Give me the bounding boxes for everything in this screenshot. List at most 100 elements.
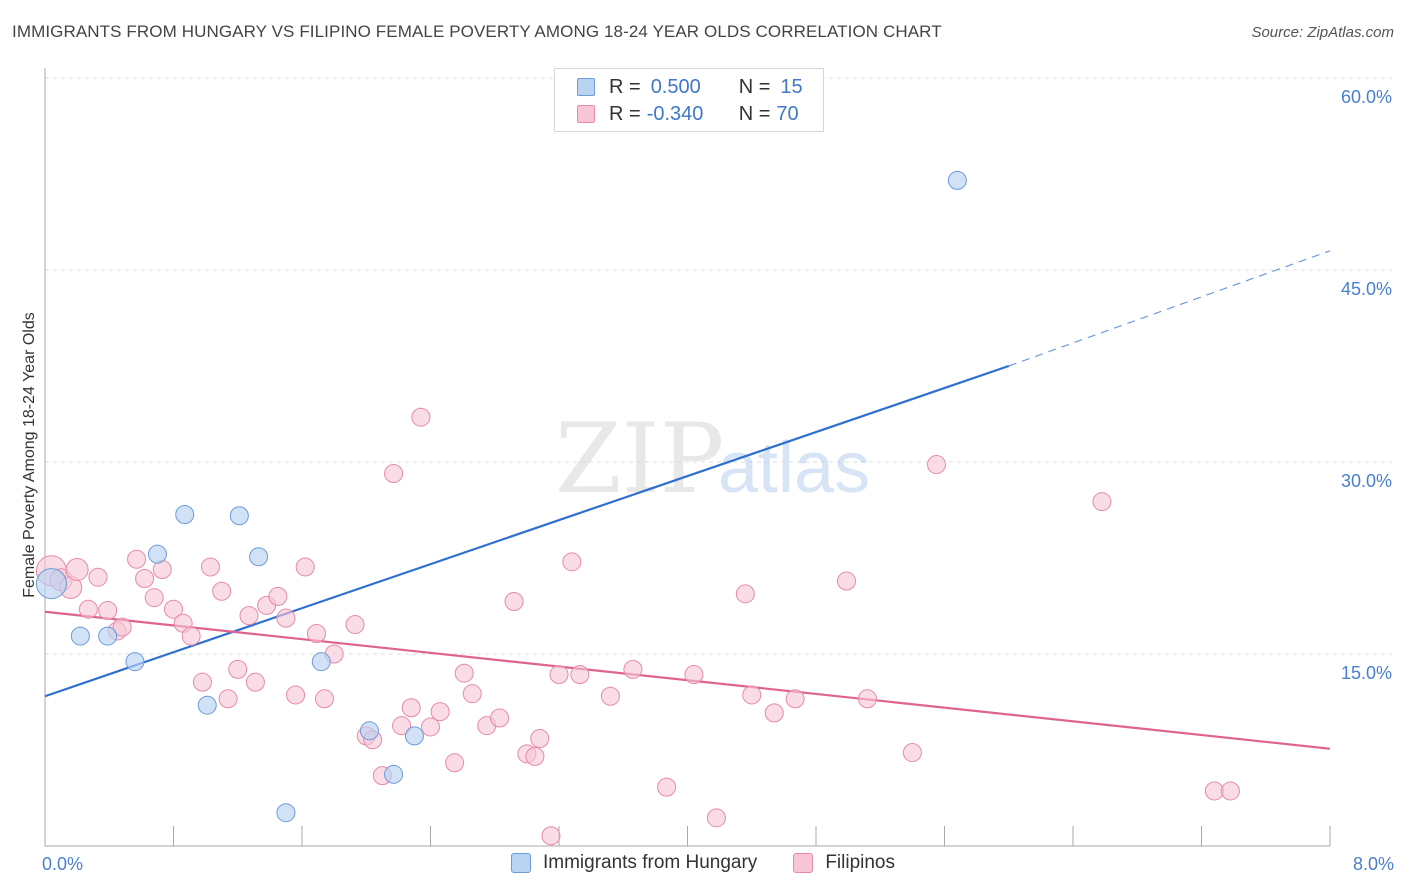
- hungary-point: [98, 626, 118, 646]
- hungary-legend-swatch: [510, 853, 531, 873]
- filipino-swatch: [577, 105, 595, 123]
- filipino-point: [192, 672, 212, 692]
- filipino-point: [742, 685, 762, 705]
- filipino-point: [98, 600, 118, 620]
- filipino-point: [384, 464, 404, 484]
- filipino-point: [228, 659, 248, 679]
- filipino-point: [295, 557, 315, 577]
- hungary-point: [35, 568, 67, 600]
- filipino-point: [600, 686, 620, 706]
- filipino-point: [837, 571, 857, 591]
- source-credit: Source: ZipAtlas.com: [1251, 24, 1394, 41]
- hungary-point: [404, 726, 424, 746]
- series-legend: Immigrants from Hungary Filipinos: [0, 852, 1406, 874]
- tick-labels: 15.0% 30.0% 45.0% 60.0% 0.0% 8.0%: [42, 87, 1394, 874]
- hungary-point: [175, 504, 195, 524]
- filipino-point: [430, 702, 450, 722]
- n-label: N =: [738, 102, 771, 125]
- legend-label-hungary: Immigrants from Hungary: [542, 852, 758, 873]
- watermark-atlas: atlas: [718, 428, 870, 508]
- filipino-point: [135, 568, 155, 588]
- filipino-point: [525, 746, 545, 766]
- r-value: -0.340: [646, 102, 704, 125]
- filipino-point: [857, 689, 877, 709]
- filipino-point: [1220, 781, 1240, 801]
- filipino-point: [65, 558, 89, 582]
- filipino-point: [268, 586, 288, 606]
- hungary-point: [276, 803, 296, 823]
- filipino-point: [1092, 492, 1112, 512]
- y-axis-label: Female Poverty Among 18-24 Year Olds: [21, 312, 38, 598]
- legend-item-filipinos[interactable]: Filipinos: [793, 852, 895, 874]
- x-tick-label: 8.0%: [1353, 854, 1394, 874]
- filipino-point: [200, 557, 220, 577]
- axes: [44, 68, 1331, 847]
- filipino-point: [764, 703, 784, 723]
- filipino-point: [785, 689, 805, 709]
- filipino-point: [570, 664, 590, 684]
- legend-item-hungary[interactable]: Immigrants from Hungary: [510, 852, 758, 874]
- hungary-point: [311, 652, 331, 672]
- x-tick-label: 0.0%: [42, 854, 83, 874]
- r-label: R =: [609, 75, 641, 98]
- filipino-point: [411, 407, 431, 427]
- hungary-swatch: [577, 78, 595, 96]
- n-value: 70: [776, 102, 799, 125]
- filipino-point: [684, 664, 704, 684]
- filipino-point: [562, 552, 582, 572]
- hungary-point: [249, 547, 269, 567]
- trend-line-hungary-extension: [1008, 250, 1331, 367]
- watermark-zip: ZIP: [555, 403, 724, 515]
- filipino-legend-swatch: [793, 853, 814, 873]
- watermark: ZIP atlas: [555, 403, 870, 515]
- grid-layer: [45, 77, 1392, 655]
- filipino-point: [245, 672, 265, 692]
- filipino-point: [212, 581, 232, 601]
- y-tick-label: 15.0%: [1341, 663, 1392, 683]
- filipino-point: [239, 606, 259, 626]
- y-tick-label: 60.0%: [1341, 87, 1392, 107]
- filipino-point: [462, 684, 482, 704]
- legend-label-filipinos: Filipinos: [825, 852, 896, 873]
- filipino-point: [530, 728, 550, 748]
- n-label: N =: [738, 75, 771, 98]
- filipino-point: [181, 626, 201, 646]
- hungary-point: [197, 695, 217, 715]
- r-label: R =: [609, 102, 641, 125]
- filipino-point: [286, 685, 306, 705]
- filipino-point: [112, 617, 132, 637]
- filipino-point: [454, 663, 474, 683]
- hungary-point: [229, 506, 249, 526]
- filipino-point: [902, 743, 922, 763]
- filipino-point: [392, 716, 412, 736]
- filipino-point: [218, 689, 238, 709]
- filipino-point: [490, 708, 510, 728]
- filipino-point: [623, 659, 643, 679]
- filipino-point: [144, 588, 164, 608]
- filipino-point: [1204, 781, 1224, 801]
- filipino-point: [445, 753, 465, 773]
- hungary-point: [359, 721, 379, 741]
- data-points: [35, 170, 1240, 846]
- filipino-point: [706, 808, 726, 828]
- filipino-point: [164, 599, 183, 619]
- y-tick-label: 30.0%: [1341, 471, 1392, 491]
- filipino-point: [345, 615, 365, 635]
- filipino-point: [735, 584, 755, 604]
- hungary-point: [384, 764, 404, 784]
- filipino-point: [549, 664, 569, 684]
- filipino-point: [276, 608, 296, 628]
- filipino-point: [306, 624, 326, 644]
- stats-row-filipinos: R = -0.340 N = 70: [577, 101, 799, 127]
- hungary-point: [70, 626, 90, 646]
- filipino-point: [127, 549, 147, 569]
- hungary-point: [147, 544, 167, 564]
- filipino-point: [88, 567, 108, 587]
- filipino-point: [926, 455, 946, 475]
- trend-line-hungary: [44, 364, 1010, 698]
- n-value: 15: [780, 75, 803, 98]
- stats-legend: R = 0.500 N = 15 R = -0.340 N = 70: [554, 68, 824, 132]
- filipino-point: [504, 592, 524, 612]
- filipino-point: [541, 826, 561, 846]
